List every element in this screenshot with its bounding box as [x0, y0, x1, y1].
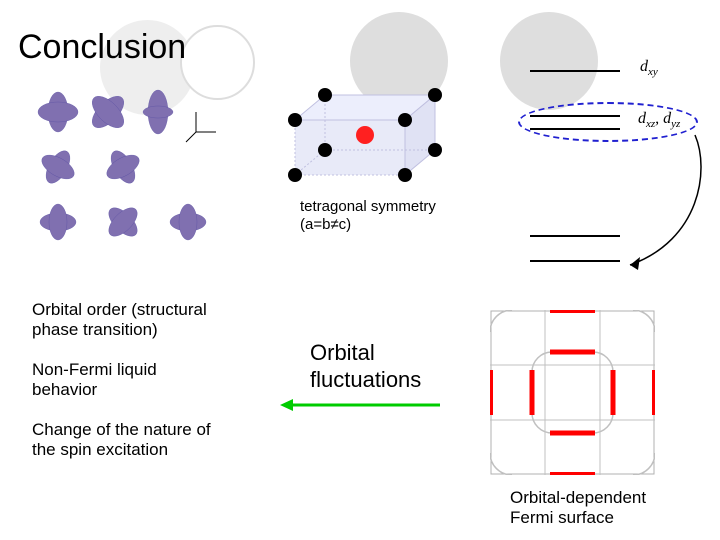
crystal-label-2: (a=b≠c): [300, 216, 351, 233]
left-line5: Change of the nature of: [32, 420, 211, 440]
bg-circle-4: [500, 12, 598, 110]
level-dxy: [530, 70, 620, 72]
green-arrow: [275, 395, 445, 415]
crystal-structure: [280, 85, 460, 185]
left-line6: the spin excitation: [32, 440, 168, 460]
left-line2: phase transition): [32, 320, 158, 340]
right-line1: Orbital-dependent: [510, 488, 646, 508]
left-line1: Orbital order (structural: [32, 300, 207, 320]
right-line2: Fermi surface: [510, 508, 614, 528]
center-line1: Orbital: [310, 340, 375, 366]
crystal-label-1: tetragonal symmetry: [300, 198, 436, 215]
page-title: Conclusion: [18, 28, 186, 67]
left-line3: Non-Fermi liquid: [32, 360, 157, 380]
left-line4: behavior: [32, 380, 97, 400]
curve-arrow: [600, 130, 710, 280]
fermi-surface: [490, 310, 655, 475]
dxy-label: dxy: [640, 58, 658, 78]
center-line2: fluctuations: [310, 367, 421, 393]
orbital-shapes: [28, 82, 228, 247]
